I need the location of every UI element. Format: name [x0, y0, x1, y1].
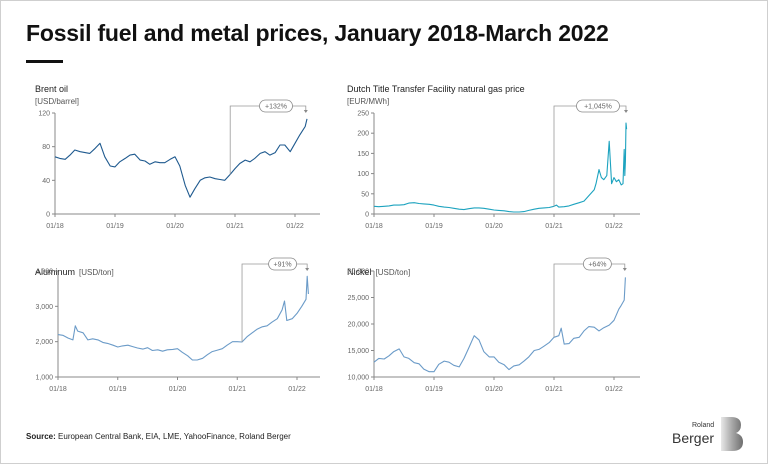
y-tick-label: 3,000: [35, 304, 53, 311]
chart-title: Nickel [USD/ton]: [347, 267, 410, 277]
annotation-pill: [259, 99, 293, 113]
chart-title: Dutch Title Transfer Facility natural ga…: [347, 84, 525, 94]
annotation-pill: [268, 257, 297, 271]
source-text: European Central Bank, EIA, LME, YahooFi…: [58, 432, 291, 441]
x-tick-label: 01/18: [365, 223, 383, 230]
chart-unit: [EUR/MWh]: [347, 97, 389, 106]
series-line: [373, 122, 628, 213]
annotation-label: +1,045%: [584, 104, 612, 111]
x-tick-label: 01/20: [166, 223, 184, 230]
chart-title: Aluminum [USD/ton]: [35, 267, 114, 277]
logo-small-text: Roland: [692, 422, 715, 429]
y-tick-label: 1,000: [35, 375, 53, 382]
y-tick-label: 40: [42, 178, 50, 185]
annotation-arrow: [305, 268, 310, 271]
x-tick-label: 01/22: [288, 386, 306, 393]
y-tick-label: 20,000: [348, 322, 370, 329]
x-tick-label: 01/21: [545, 386, 563, 393]
y-tick-label: 15,000: [348, 348, 370, 355]
x-tick-label: 01/22: [605, 386, 623, 393]
y-tick-label: 10,000: [348, 375, 370, 382]
annotation-arrow: [303, 110, 308, 113]
logo-b-icon: [721, 417, 743, 451]
series-line: [373, 277, 626, 373]
annotation-arrow: [624, 110, 628, 113]
x-tick-label: 01/19: [109, 386, 127, 393]
annotation-label: +91%: [274, 262, 292, 269]
annotation-bracket: [229, 105, 307, 175]
chart-gas: Dutch Title Transfer Facility natural ga…: [347, 84, 640, 230]
annotation-bracket: [553, 105, 627, 207]
chart-brent: Brent oil [USD/barrel] 0 40 80 120 01/18 01/19 0…: [35, 84, 320, 230]
series-line: [57, 275, 309, 361]
x-tick-label: 01/20: [485, 386, 503, 393]
x-tick-label: 01/18: [46, 223, 64, 230]
x-tick-label: 01/22: [286, 223, 304, 230]
chart-unit: [USD/ton]: [376, 268, 411, 277]
y-tick-label: 2,000: [35, 339, 53, 346]
y-tick-label: 120: [38, 111, 50, 118]
source-note: Source: European Central Bank, EIA, LME,…: [26, 432, 291, 441]
chart-title: Brent oil: [35, 84, 68, 94]
x-tick-label: 01/21: [545, 223, 563, 230]
chart-aluminum: Aluminum [USD/ton] 1,000 2,000 3,000 4,000 01/…: [35, 257, 320, 393]
y-tick-label: 80: [42, 144, 50, 151]
x-tick-label: 01/18: [49, 386, 67, 393]
y-tick-label: 50: [361, 191, 369, 198]
y-tick-label: 25,000: [348, 295, 370, 302]
x-tick-label: 01/20: [169, 386, 187, 393]
logo-big-text: Berger: [672, 430, 715, 446]
x-tick-label: 01/21: [226, 223, 244, 230]
title-underline: [26, 60, 63, 63]
source-label: Source:: [26, 432, 56, 441]
annotation-label: +64%: [588, 262, 606, 269]
x-tick-label: 01/21: [228, 386, 246, 393]
annotation-arrow: [622, 268, 627, 271]
annotation-label: +132%: [265, 104, 287, 111]
y-tick-label: 0: [46, 212, 50, 219]
annotation-bracket: [241, 263, 308, 343]
chart-unit: [USD/barrel]: [35, 97, 79, 106]
y-tick-label: 0: [365, 212, 369, 219]
y-tick-label: 150: [357, 151, 369, 158]
series-line: [54, 118, 308, 198]
y-tick-label: 250: [357, 111, 369, 118]
y-tick-label: 200: [357, 131, 369, 138]
x-tick-label: 01/20: [485, 223, 503, 230]
page-title: Fossil fuel and metal prices, January 20…: [26, 20, 609, 46]
annotation-pill: [576, 99, 620, 113]
y-tick-label: 30,000: [348, 269, 370, 276]
roland-berger-logo: Roland Berger: [672, 417, 746, 453]
x-tick-label: 01/22: [605, 223, 623, 230]
x-tick-label: 01/19: [106, 223, 124, 230]
x-tick-label: 01/18: [365, 386, 383, 393]
x-tick-label: 01/19: [425, 386, 443, 393]
y-tick-label: 4,000: [35, 269, 53, 276]
y-tick-label: 100: [357, 171, 369, 178]
chart-nickel: Nickel [USD/ton] 10,000 15,000 20,000 25,000 3…: [347, 257, 640, 393]
annotation-pill: [583, 257, 612, 271]
x-tick-label: 01/19: [425, 223, 443, 230]
chart-unit: [USD/ton]: [79, 268, 114, 277]
